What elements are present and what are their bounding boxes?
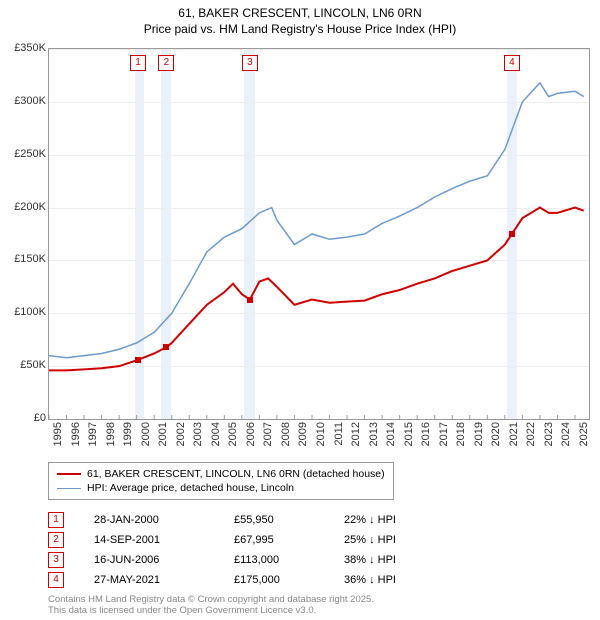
y-tick-label: £100K	[2, 306, 46, 318]
x-tick-label: 2004	[210, 422, 222, 446]
table-price: £113,000	[234, 554, 344, 566]
table-marker: 1	[48, 512, 64, 528]
x-tick-label: 2009	[297, 422, 309, 446]
x-tick-label: 2005	[227, 422, 239, 446]
x-tick-label: 2006	[245, 422, 257, 446]
marker-box-2: 2	[158, 55, 174, 71]
title-line2: Price paid vs. HM Land Registry's House …	[0, 22, 600, 38]
y-tick-label: £200K	[2, 201, 46, 213]
disclaimer: Contains HM Land Registry data © Crown c…	[48, 594, 374, 617]
title-block: 61, BAKER CRESCENT, LINCOLN, LN6 0RN Pri…	[0, 0, 600, 37]
marker-box-1: 1	[130, 55, 146, 71]
x-tick-label: 2012	[350, 422, 362, 446]
chart-container: 61, BAKER CRESCENT, LINCOLN, LN6 0RN Pri…	[0, 0, 600, 620]
x-tick-label: 2019	[473, 422, 485, 446]
y-tick-label: £350K	[2, 42, 46, 54]
legend: 61, BAKER CRESCENT, LINCOLN, LN6 0RN (de…	[48, 462, 394, 500]
x-tick-label: 2020	[490, 422, 502, 446]
x-tick-label: 2024	[560, 422, 572, 446]
marker-dot-2	[163, 344, 169, 350]
x-tick-label: 1997	[87, 422, 99, 446]
table-pct: 22% ↓ HPI	[344, 514, 434, 526]
table-date: 27-MAY-2021	[94, 574, 234, 586]
series-hpi	[49, 83, 584, 358]
x-tick-label: 2007	[262, 422, 274, 446]
disclaimer-line1: Contains HM Land Registry data © Crown c…	[48, 594, 374, 605]
x-tick-label: 1998	[105, 422, 117, 446]
x-tick-label: 2003	[192, 422, 204, 446]
legend-swatch	[57, 473, 81, 475]
table-row: 2 14-SEP-2001£67,99525% ↓ HPI	[48, 530, 434, 550]
x-tick-label: 1999	[122, 422, 134, 446]
x-tick-label: 2002	[175, 422, 187, 446]
x-tick-label: 2015	[403, 422, 415, 446]
table-marker: 2	[48, 532, 64, 548]
table-price: £55,950	[234, 514, 344, 526]
title-line1: 61, BAKER CRESCENT, LINCOLN, LN6 0RN	[0, 6, 600, 22]
x-tick-label: 2014	[385, 422, 397, 446]
marker-box-3: 3	[242, 55, 258, 71]
y-tick-label: £150K	[2, 253, 46, 265]
legend-item: 61, BAKER CRESCENT, LINCOLN, LN6 0RN (de…	[57, 467, 385, 481]
marker-dot-4	[509, 231, 515, 237]
table-row: 3 16-JUN-2006£113,00038% ↓ HPI	[48, 550, 434, 570]
x-tick-label: 2010	[315, 422, 327, 446]
legend-swatch	[57, 488, 81, 489]
disclaimer-line2: This data is licensed under the Open Gov…	[48, 605, 374, 616]
table-price: £175,000	[234, 574, 344, 586]
table-pct: 25% ↓ HPI	[344, 534, 434, 546]
x-tick-label: 2022	[525, 422, 537, 446]
table-marker: 4	[48, 572, 64, 588]
marker-box-4: 4	[504, 55, 520, 71]
x-tick-label: 2018	[455, 422, 467, 446]
table-pct: 36% ↓ HPI	[344, 574, 434, 586]
legend-label: 61, BAKER CRESCENT, LINCOLN, LN6 0RN (de…	[87, 468, 385, 480]
y-tick-label: £0	[2, 412, 46, 424]
x-tick-label: 2001	[157, 422, 169, 446]
table-date: 28-JAN-2000	[94, 514, 234, 526]
sales-table: 1 28-JAN-2000£55,95022% ↓ HPI 2 14-SEP-2001…	[48, 510, 434, 590]
y-tick-label: £50K	[2, 359, 46, 371]
x-tick-label: 2023	[543, 422, 555, 446]
table-date: 16-JUN-2006	[94, 554, 234, 566]
x-tick-label: 2017	[438, 422, 450, 446]
x-tick-label: 1995	[52, 422, 64, 446]
x-tick-label: 2025	[578, 422, 590, 446]
table-price: £67,995	[234, 534, 344, 546]
marker-dot-3	[247, 297, 253, 303]
x-tick-label: 2011	[333, 422, 345, 446]
table-row: 1 28-JAN-2000£55,95022% ↓ HPI	[48, 510, 434, 530]
table-date: 14-SEP-2001	[94, 534, 234, 546]
x-tick-label: 2016	[420, 422, 432, 446]
y-tick-label: £300K	[2, 95, 46, 107]
chart-plot-area: 12 3 4	[48, 48, 590, 420]
table-marker: 3	[48, 552, 64, 568]
x-tick-label: 2000	[140, 422, 152, 446]
legend-item: HPI: Average price, detached house, Linc…	[57, 481, 385, 495]
legend-label: HPI: Average price, detached house, Linc…	[87, 482, 294, 494]
x-tick-label: 2008	[280, 422, 292, 446]
x-tick-label: 2013	[368, 422, 380, 446]
x-tick-label: 2021	[508, 422, 520, 446]
y-tick-label: £250K	[2, 148, 46, 160]
table-row: 4 27-MAY-2021£175,00036% ↓ HPI	[48, 570, 434, 590]
table-pct: 38% ↓ HPI	[344, 554, 434, 566]
marker-dot-1	[135, 357, 141, 363]
x-tick-label: 1996	[70, 422, 82, 446]
